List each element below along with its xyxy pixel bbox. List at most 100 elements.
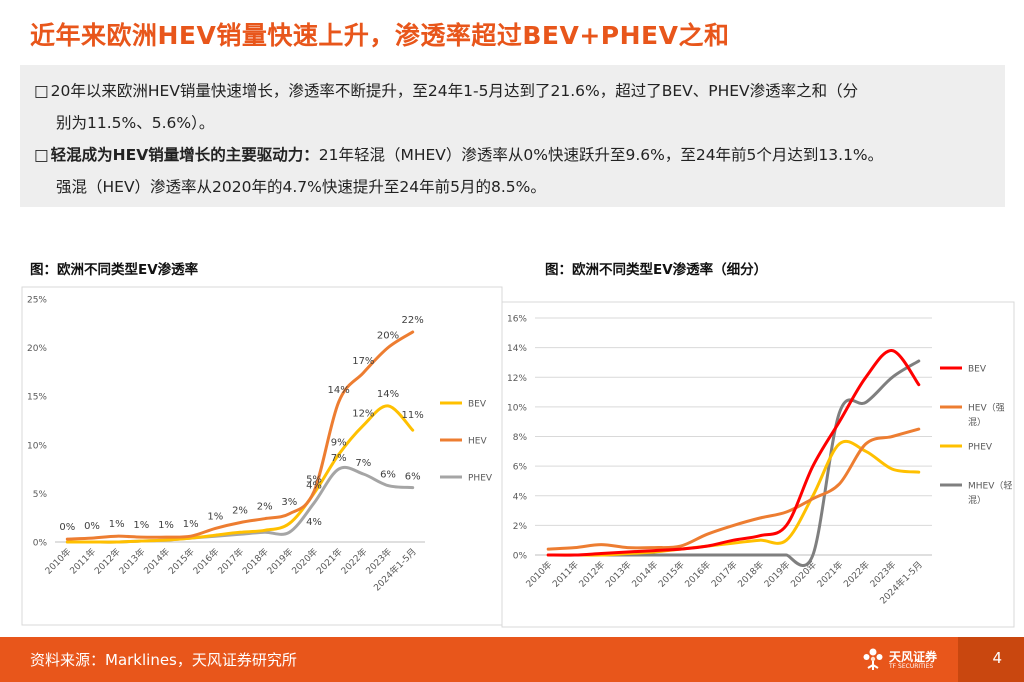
summary-paragraph-2-cont: 强混（HEV）渗透率从2020年的4.7%快速提升至24年前5月的8.5%。 [56, 178, 546, 196]
chart-right: 0%2%4%6%8%10%12%14%16%2010年2011年2012年201… [501, 301, 1015, 628]
x-tick-label: 2010年 [523, 559, 554, 590]
x-tick-label: 2018年 [240, 546, 271, 577]
data-label: 11% [402, 410, 424, 421]
footer-bar: 资料来源：Marklines，天风证券研究所 天风证券 TF SECURITIE… [0, 637, 1024, 682]
series-line-mhev [546, 359, 921, 567]
tf-logo: 天风证券 TF SECURITIES [862, 645, 942, 675]
y-tick-label: 16% [507, 315, 527, 325]
y-tick-label: 25% [27, 296, 47, 306]
y-tick-label: 10% [27, 441, 47, 451]
summary-p2-highlight: 轻混成为HEV销量增长的主要驱动力： [50, 146, 319, 164]
x-tick-label: 2022年 [841, 559, 872, 590]
x-tick-label: 2014年 [629, 559, 660, 590]
x-tick-label: 2013年 [116, 546, 147, 577]
legend-label: PHEV [968, 443, 993, 453]
chart-left-title: 图：欧洲不同类型EV渗透率 [30, 262, 199, 278]
data-label: 1% [109, 519, 125, 530]
x-tick-label: 2014年 [141, 546, 172, 577]
data-label: 14% [377, 389, 399, 400]
data-label: 2% [232, 506, 248, 517]
x-tick-label: 2016年 [682, 559, 713, 590]
summary-paragraph-2: □ 轻混成为HEV销量增长的主要驱动力：21年轻混（MHEV）渗透率从0%快速跃升… [34, 139, 987, 171]
data-label: 6% [380, 470, 396, 481]
data-label: 7% [355, 458, 371, 469]
legend-label-cont: 混） [968, 495, 986, 506]
y-tick-label: 10% [507, 403, 527, 413]
x-tick-label: 2017年 [709, 559, 740, 590]
data-label: 1% [133, 520, 149, 531]
y-tick-label: 0% [33, 539, 48, 549]
x-tick-label: 2011年 [550, 559, 581, 590]
x-tick-label: 2021年 [314, 546, 345, 577]
y-tick-label: 20% [27, 344, 47, 354]
legend-label-cont: 混） [968, 417, 986, 428]
data-label: 14% [328, 385, 350, 396]
series-line-bev [65, 404, 415, 544]
x-tick-label: 2018年 [735, 559, 766, 590]
data-label: 22% [402, 315, 424, 326]
x-tick-label: 2015年 [166, 546, 197, 577]
legend-label: BEV [468, 400, 487, 410]
y-tick-label: 4% [513, 492, 528, 502]
legend-label: MHEV（轻 [968, 480, 1012, 492]
summary-paragraph-1: □ 20年以来欧洲HEV销量快速增长，渗透率不断提升，至24年1-5月达到了21.… [34, 75, 987, 107]
data-label: 1% [158, 520, 174, 531]
footer-page-block [958, 637, 1024, 682]
x-tick-label: 2020年 [788, 559, 819, 590]
bullet-icon: □ [34, 82, 49, 100]
x-tick-label: 2012年 [92, 546, 123, 577]
data-label: 4% [306, 517, 322, 528]
chart-left: 0% 5% 10% 15% 20% 25% 2010年2011年2012年2013年2014… [21, 286, 503, 626]
slide-title: 近年来欧洲HEV销量快速上升，渗透率超过BEV+PHEV之和 [30, 21, 730, 50]
y-tick-label: 5% [33, 490, 48, 500]
data-label: 6% [405, 472, 421, 483]
x-tick-label: 2011年 [67, 546, 98, 577]
series-line-bev [546, 349, 921, 557]
data-label: 9% [331, 438, 347, 449]
y-tick-label: 6% [513, 463, 528, 473]
x-tick-label: 2016年 [190, 546, 221, 577]
x-tick-label: 2017年 [215, 546, 246, 577]
logo-subtext: TF SECURITIES [889, 663, 934, 670]
x-tick-label: 2019年 [762, 559, 793, 590]
summary-p2-text: 21年轻混（MHEV）渗透率从0%快速跃升至9.6%，至24年前5个月达到13.… [318, 146, 884, 164]
y-tick-label: 0% [513, 552, 528, 562]
logo-text: 天风证券 [889, 650, 938, 664]
data-label: 1% [183, 519, 199, 530]
bullet-icon: □ [34, 146, 49, 164]
data-label: 4% [306, 480, 322, 491]
legend-label: BEV [968, 365, 987, 375]
data-label: 2% [257, 502, 273, 513]
data-label: 3% [281, 497, 297, 508]
y-tick-label: 12% [507, 374, 527, 384]
y-tick-label: 15% [27, 393, 47, 403]
data-label: 12% [352, 408, 374, 419]
data-label: 7% [331, 453, 347, 464]
x-tick-label: 2010年 [42, 546, 73, 577]
x-tick-label: 2021年 [814, 559, 845, 590]
y-tick-label: 2% [513, 522, 528, 532]
y-tick-label: 14% [507, 344, 527, 354]
data-label: 5% [306, 474, 322, 485]
data-label: 20% [377, 331, 399, 342]
data-label: 0% [84, 521, 100, 532]
summary-box: □ 20年以来欧洲HEV销量快速增长，渗透率不断提升，至24年1-5月达到了21.… [20, 65, 1005, 207]
summary-paragraph-1-cont: 别为11.5%、5.6%）。 [56, 114, 215, 132]
series-line-phev [546, 439, 921, 557]
x-tick-label: 2012年 [576, 559, 607, 590]
legend-label: HEV [468, 437, 487, 447]
series-line-hev [65, 330, 415, 541]
x-tick-label: 2020年 [289, 546, 320, 577]
data-label: 1% [207, 511, 223, 522]
footer-source: 资料来源：Marklines，天风证券研究所 [30, 651, 297, 669]
legend-label: HEV（强 [968, 403, 1005, 414]
chart-frame [21, 286, 503, 626]
chart-frame [501, 301, 1015, 628]
x-tick-label: 2015年 [656, 559, 687, 590]
x-tick-label: 2019年 [264, 546, 295, 577]
summary-p1-text: 20年以来欧洲HEV销量快速增长，渗透率不断提升，至24年1-5月达到了21.6… [50, 82, 859, 100]
tf-logo-mark-icon [863, 648, 883, 670]
page-number: 4 [992, 649, 1002, 667]
x-tick-label: 2013年 [603, 559, 634, 590]
data-label: 17% [352, 356, 374, 367]
